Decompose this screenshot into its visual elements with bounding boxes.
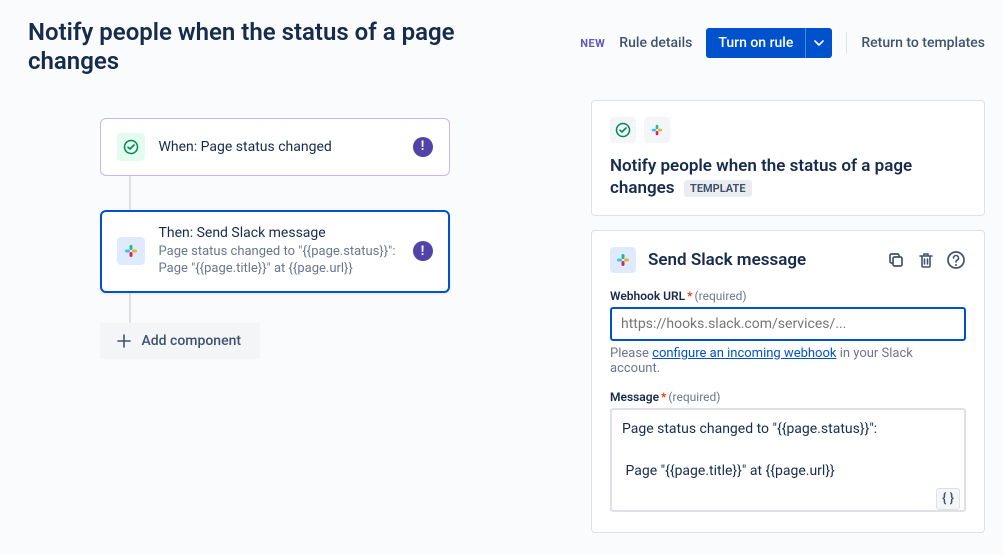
- slack-icon: [644, 117, 670, 143]
- header-actions: NEW Rule details Turn on rule Return to …: [580, 18, 985, 58]
- action-card-subtitle: Page status changed to "{{page.status}}"…: [159, 243, 399, 278]
- right-column: Notify people when the status of a page …: [591, 100, 985, 533]
- webhook-hint: Please configure an incoming webhook in …: [610, 346, 966, 376]
- duplicate-button[interactable]: [886, 250, 906, 270]
- page-header: Notify people when the status of a page …: [0, 0, 1003, 76]
- braces-icon: { }: [942, 491, 954, 506]
- action-card-title: Then: Send Slack message: [159, 225, 399, 241]
- config-panel-title: Send Slack message: [648, 250, 874, 270]
- message-textarea-wrap: { }: [610, 408, 966, 516]
- check-icon: [610, 117, 636, 143]
- turn-on-rule-button[interactable]: Turn on rule: [706, 28, 805, 58]
- message-label: Message*(required): [610, 390, 966, 404]
- flow-connector: [129, 293, 131, 323]
- flow-connector: [129, 176, 131, 210]
- required-hint: (required): [695, 289, 747, 303]
- turn-on-rule-dropdown[interactable]: [805, 28, 832, 58]
- required-star: *: [661, 390, 666, 404]
- page-title: Notify people when the status of a page …: [28, 18, 488, 76]
- required-star: *: [687, 289, 692, 303]
- help-button[interactable]: [946, 250, 966, 270]
- trigger-card[interactable]: When: Page status changed !: [100, 118, 450, 176]
- webhook-label-text: Webhook URL: [610, 289, 685, 303]
- config-toolbar: [886, 250, 966, 270]
- plus-icon: [116, 333, 132, 349]
- content-area: When: Page status changed ! Then: Send S…: [0, 76, 1003, 533]
- configure-webhook-link[interactable]: configure an incoming webhook: [652, 346, 836, 361]
- message-textarea[interactable]: [610, 408, 966, 512]
- webhook-hint-pre: Please: [610, 346, 652, 361]
- new-badge: NEW: [580, 37, 605, 50]
- add-component-label: Add component: [142, 333, 242, 349]
- help-icon: [946, 250, 966, 270]
- summary-panel: Notify people when the status of a page …: [591, 100, 985, 216]
- trigger-card-title: When: Page status changed: [159, 139, 399, 155]
- slack-icon: [610, 247, 636, 273]
- check-icon: [117, 133, 145, 161]
- webhook-url-input[interactable]: [610, 307, 966, 341]
- required-hint: (required): [668, 390, 720, 404]
- action-card[interactable]: Then: Send Slack message Page status cha…: [100, 210, 450, 293]
- insert-variable-button[interactable]: { }: [936, 488, 960, 510]
- add-component-button[interactable]: Add component: [100, 323, 260, 359]
- warning-icon: !: [413, 241, 433, 261]
- slack-icon: [117, 237, 145, 265]
- summary-title: Notify people when the status of a page …: [610, 156, 912, 198]
- rule-details-link[interactable]: Rule details: [619, 35, 692, 51]
- webhook-label: Webhook URL*(required): [610, 289, 966, 303]
- flow-canvas: When: Page status changed ! Then: Send S…: [18, 100, 531, 533]
- summary-title-row: Notify people when the status of a page …: [610, 155, 966, 199]
- template-chip: TEMPLATE: [684, 180, 752, 197]
- message-label-text: Message: [610, 390, 659, 404]
- config-panel-header: Send Slack message: [610, 247, 966, 273]
- warning-icon: !: [413, 137, 433, 157]
- summary-icons-row: [610, 117, 966, 143]
- return-to-templates-link[interactable]: Return to templates: [861, 35, 985, 51]
- copy-icon: [886, 250, 906, 270]
- config-panel: Send Slack message Webhook URL*(required…: [591, 230, 985, 533]
- action-card-text: Then: Send Slack message Page status cha…: [159, 225, 399, 278]
- trigger-card-text: When: Page status changed: [159, 139, 399, 155]
- delete-button[interactable]: [916, 250, 936, 270]
- chevron-down-icon: [814, 38, 824, 48]
- trash-icon: [916, 250, 936, 270]
- turn-on-rule-button-group: Turn on rule: [706, 28, 832, 58]
- divider: [846, 32, 847, 54]
